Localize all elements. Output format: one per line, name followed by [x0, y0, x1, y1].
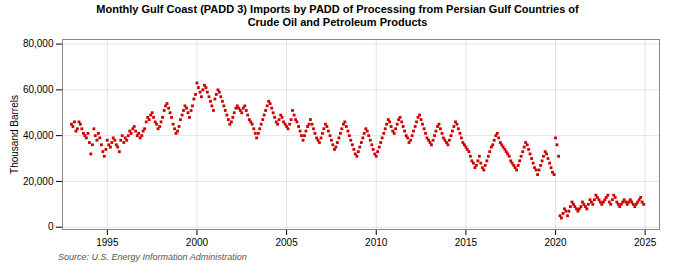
svg-text:2010: 2010 [365, 237, 388, 248]
svg-text:2005: 2005 [275, 237, 298, 248]
svg-text:20,000: 20,000 [23, 176, 54, 187]
html-text:Monthly Gulf Coast (PADD 3) Im: Monthly Gulf Coast (PADD 3) Imports by P… [96, 3, 579, 28]
svg-text:2015: 2015 [455, 237, 478, 248]
svg-text:Thousand Barrels: Thousand Barrels [9, 95, 20, 174]
svg-text:2000: 2000 [186, 237, 209, 248]
svg-text:80,000: 80,000 [23, 38, 54, 49]
svg-text:40,000: 40,000 [23, 130, 54, 141]
svg-text:60,000: 60,000 [23, 84, 54, 95]
svg-text:1995: 1995 [96, 237, 119, 248]
html-text:Source: U.S. Energy Informatio: Source: U.S. Energy Information Administ… [58, 252, 247, 262]
svg-text:2020: 2020 [544, 237, 567, 248]
svg-text:2025: 2025 [634, 237, 657, 248]
svg-text:0: 0 [48, 221, 54, 232]
